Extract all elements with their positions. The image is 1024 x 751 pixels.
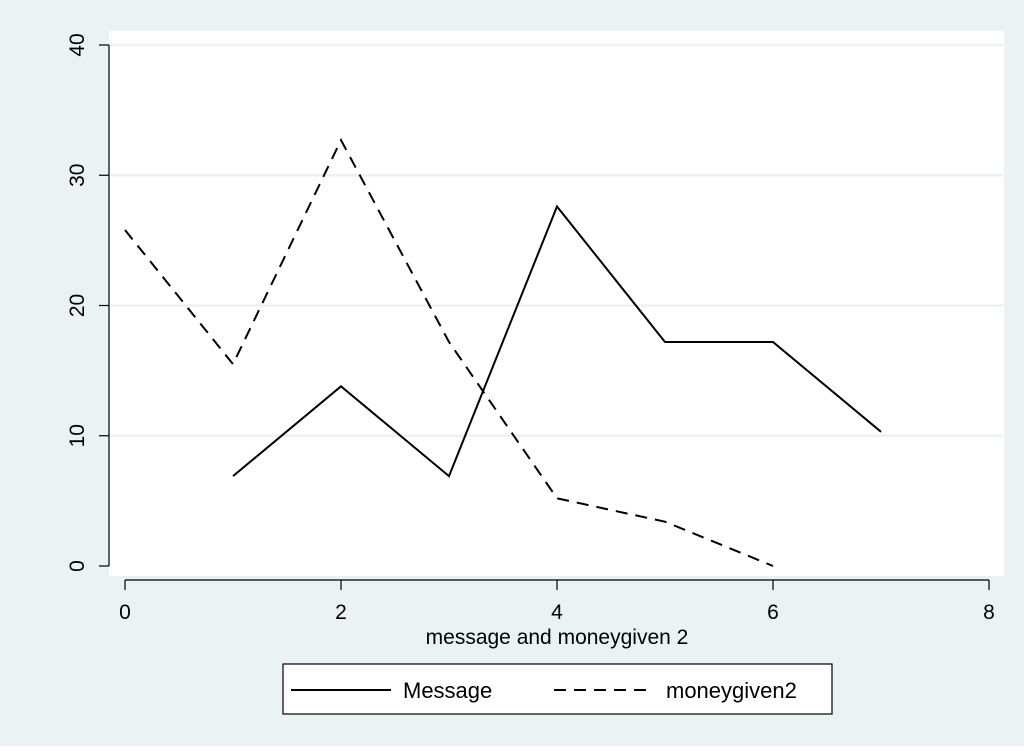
x-tick-label-8: 8	[983, 601, 995, 624]
y-axis-ticks: 0 10 20 30 40	[66, 33, 109, 572]
y-tick-label-40: 40	[66, 33, 89, 56]
legend-label-message: Message	[403, 678, 492, 703]
x-axis-ticks: 0 2 4 6 8	[119, 580, 995, 624]
y-tick-label-30: 30	[66, 164, 89, 187]
gridlines	[110, 43, 1003, 437]
legend-label-moneygiven2: moneygiven2	[666, 678, 797, 703]
x-tick-label-0: 0	[119, 601, 131, 624]
y-tick-label-0: 0	[66, 560, 89, 572]
y-tick-label-20: 20	[66, 294, 89, 317]
x-tick-label-2: 2	[335, 601, 347, 624]
series-lines	[124, 137, 882, 567]
series-line-message	[232, 204, 882, 478]
x-tick-label-6: 6	[767, 601, 779, 624]
x-tick-label-4: 4	[551, 601, 563, 624]
legend: Message moneygiven2	[282, 663, 833, 715]
plot-area	[109, 31, 1004, 576]
y-tick-label-10: 10	[66, 424, 89, 447]
series-line-moneygiven2	[124, 137, 774, 567]
x-axis-label: message and moneygiven 2	[426, 626, 689, 649]
